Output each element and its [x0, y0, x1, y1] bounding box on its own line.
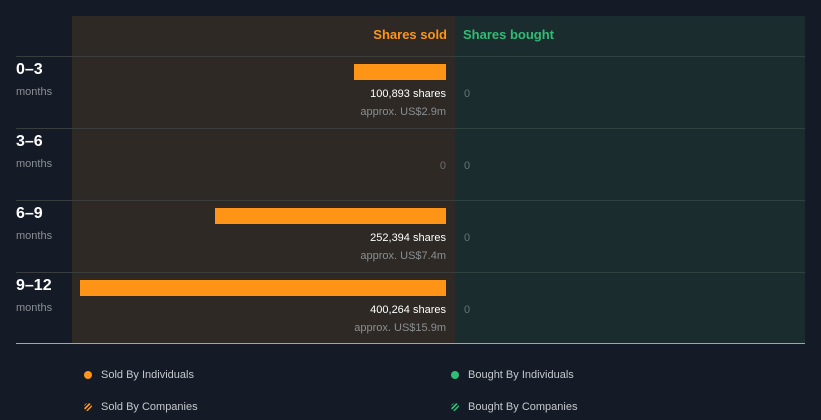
- sold-approx-value: approx. US$7.4m: [360, 250, 446, 262]
- bought-value: 0: [464, 88, 471, 100]
- legend-sold-individuals[interactable]: Sold By Individuals: [84, 369, 194, 381]
- row-divider: [16, 128, 805, 129]
- row-6-9-months: 6–9 months 252,394 shares approx. US$7.4…: [16, 200, 805, 272]
- period-label: 6–9: [16, 205, 43, 222]
- period-label: 9–12: [16, 277, 52, 294]
- row-divider: [16, 200, 805, 201]
- sold-shares-count: 252,394 shares: [370, 232, 446, 244]
- orange-dot-icon: [84, 371, 92, 379]
- legend-label: Bought By Companies: [468, 401, 578, 413]
- legend-label: Sold By Companies: [101, 401, 198, 413]
- row-divider: [16, 272, 805, 273]
- shares-bought-header: Shares bought: [463, 27, 555, 42]
- sold-approx-value: approx. US$15.9m: [354, 322, 446, 334]
- sold-bar[interactable]: [354, 64, 446, 80]
- legend-label: Bought By Individuals: [468, 369, 574, 381]
- period-unit: months: [16, 86, 53, 98]
- sold-shares-count: 400,264 shares: [370, 304, 446, 316]
- shares-sold-header: Shares sold: [373, 27, 447, 42]
- orange-hatched-dot-icon: [84, 403, 92, 411]
- row-0-3-months: 0–3 months 100,893 shares approx. US$2.9…: [16, 56, 805, 128]
- row-divider: [16, 56, 805, 57]
- legend-sold-companies[interactable]: Sold By Companies: [84, 401, 198, 413]
- period-unit: months: [16, 158, 53, 170]
- period-unit: months: [16, 302, 53, 314]
- shares-bought-panel: [455, 16, 805, 343]
- period-label: 3–6: [16, 133, 43, 150]
- chart-baseline: [16, 343, 805, 344]
- sold-shares-count: 100,893 shares: [370, 88, 446, 100]
- legend-bought-individuals[interactable]: Bought By Individuals: [451, 369, 574, 381]
- row-3-6-months: 3–6 months 0 0: [16, 128, 805, 200]
- sold-bar[interactable]: [215, 208, 446, 224]
- bought-value: 0: [464, 304, 471, 316]
- bought-value: 0: [464, 160, 471, 172]
- sold-approx-value: approx. US$2.9m: [360, 106, 446, 118]
- period-unit: months: [16, 230, 53, 242]
- sold-bar[interactable]: [80, 280, 446, 296]
- legend-bought-companies[interactable]: Bought By Companies: [451, 401, 577, 413]
- legend-label: Sold By Individuals: [101, 369, 194, 381]
- green-hatched-dot-icon: [451, 403, 459, 411]
- row-9-12-months: 9–12 months 400,264 shares approx. US$15…: [16, 272, 805, 344]
- bought-value: 0: [464, 232, 471, 244]
- sold-value: 0: [439, 160, 446, 172]
- green-dot-icon: [451, 371, 459, 379]
- period-label: 0–3: [16, 61, 43, 78]
